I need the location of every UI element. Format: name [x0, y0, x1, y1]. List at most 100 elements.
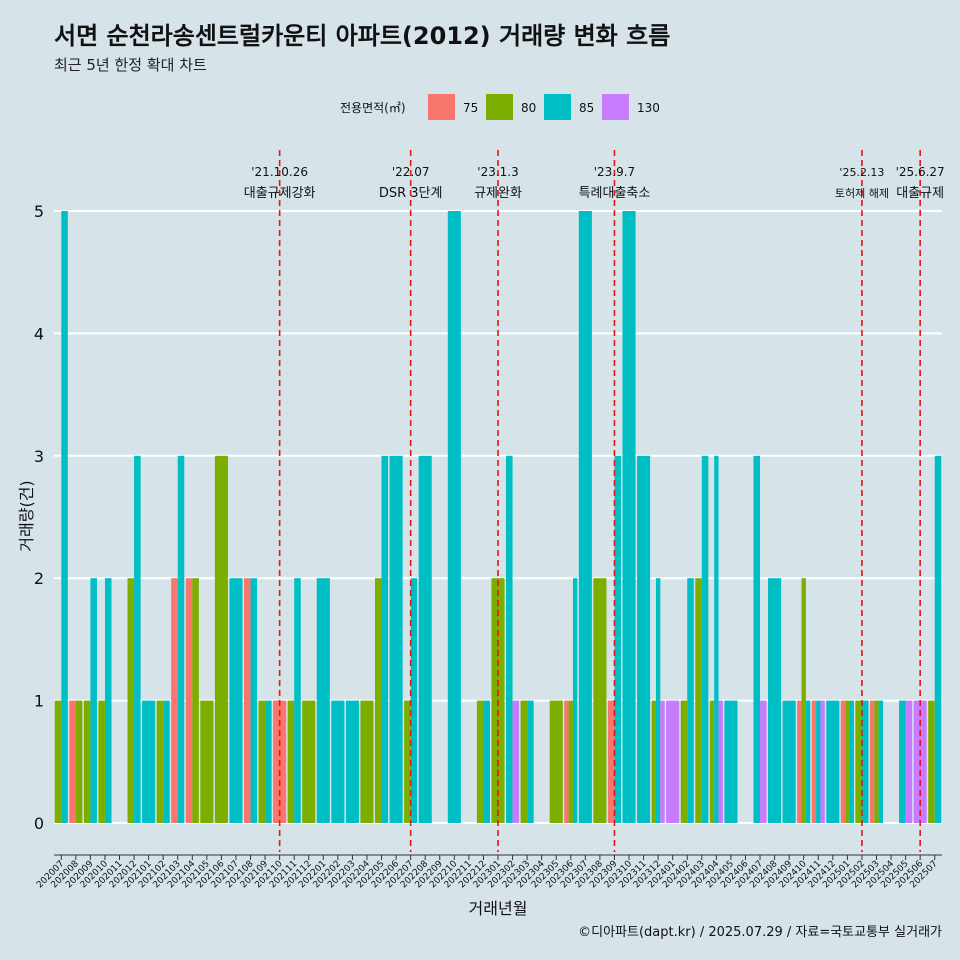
legend-swatch-80 — [486, 94, 513, 120]
legend-label-75: 75 — [463, 101, 478, 115]
bar-202106-80 — [214, 455, 228, 823]
bar-202411-85 — [816, 700, 821, 823]
bar-202502-85 — [861, 700, 869, 823]
y-tick-label: 4 — [34, 324, 44, 343]
bar-202501-85 — [849, 700, 854, 823]
event-date: '21.10.26 — [251, 165, 308, 179]
event-label: 토허제 해제 — [835, 186, 889, 200]
bar-202409-85 — [782, 700, 796, 823]
bar-202107-85 — [229, 578, 243, 823]
y-tick-label: 5 — [34, 202, 44, 221]
bar-202507-85 — [934, 455, 942, 823]
legend-title: 전용면적(㎡) — [340, 101, 406, 115]
bar-202503-75 — [869, 700, 875, 823]
bar-202008-80 — [75, 700, 83, 823]
bar-202201-85 — [316, 578, 330, 823]
bar-202103-75 — [171, 578, 178, 823]
y-axis: 0 1 2 3 4 5 — [34, 202, 44, 833]
bar-202408-85 — [768, 578, 782, 823]
legend-label-85: 85 — [579, 101, 594, 115]
event-label: 규제완화 — [474, 186, 522, 201]
bar-202207-80 — [404, 700, 411, 823]
event-date: '23.1.3 — [477, 165, 518, 179]
bar-202101-85 — [142, 700, 156, 823]
bar-202207-85 — [410, 578, 418, 823]
bar-202212-85 — [483, 700, 490, 823]
bar-202410-75 — [797, 700, 802, 823]
bar-202009-85 — [90, 578, 97, 823]
bar-202501-75 — [840, 700, 846, 823]
event-label: 대출규제 — [896, 186, 944, 201]
bar-202303-80 — [520, 700, 528, 823]
bar-202205-80 — [374, 578, 382, 823]
bar-202403-80 — [695, 578, 702, 823]
event-date: '25.2.13 — [839, 166, 884, 179]
bar-202111-85 — [294, 578, 301, 823]
bar-202204-80 — [360, 700, 374, 823]
bar-202309-85 — [614, 455, 622, 823]
bar-202205-85 — [381, 455, 389, 823]
bar-202306-75 — [564, 700, 569, 823]
y-tick-label: 2 — [34, 569, 44, 588]
legend-label-130: 130 — [637, 101, 660, 115]
bar-202306-80 — [568, 700, 573, 823]
bar-202008-75 — [69, 700, 76, 823]
bar-202505-85 — [899, 700, 906, 823]
bar-202503-85 — [878, 700, 884, 823]
bar-202402-85 — [687, 578, 694, 823]
bar-202404-85 — [714, 455, 719, 823]
y-axis-label: 거래량(건) — [17, 480, 36, 551]
event-date: '25.6.27 — [896, 165, 945, 179]
bar-202109-85 — [265, 700, 272, 823]
bar-202307-85 — [578, 211, 592, 823]
legend-swatch-85 — [544, 94, 571, 120]
bar-202401-130 — [666, 700, 680, 823]
bar-202311-85 — [637, 455, 651, 823]
bar-202309-75 — [607, 700, 615, 823]
bar-202312-85 — [655, 578, 661, 823]
bars — [54, 211, 942, 823]
bar-202303-85 — [527, 700, 534, 823]
event-label: DSR 3단계 — [379, 186, 443, 201]
caption: ©디아파트(dapt.kr) / 2025.07.29 / 자료=국토교통부 실… — [578, 925, 942, 940]
bar-202411-75 — [811, 700, 817, 823]
bar-202104-75 — [185, 578, 193, 823]
event-date: '22.07 — [392, 165, 430, 179]
bar-202503-80 — [874, 700, 879, 823]
bar-202007-80 — [54, 700, 62, 823]
bar-202202-85 — [331, 700, 345, 823]
bar-202212-80 — [476, 700, 484, 823]
chart-subtitle: 최근 5년 한정 확대 차트 — [54, 56, 207, 74]
event-markers: '21.10.26 대출규제강화 '22.07 DSR 3단계 '23.1.3 규제완화 '… — [244, 150, 945, 852]
bar-202206-85 — [389, 455, 403, 823]
bar-202203-85 — [345, 700, 359, 823]
bar-202302-130 — [512, 700, 520, 823]
bar-202105-80 — [200, 700, 214, 823]
bar-202103-85 — [177, 455, 185, 823]
bar-202009-80 — [83, 700, 91, 823]
bar-202312-80 — [651, 700, 656, 823]
bar-202102-80 — [156, 700, 164, 823]
y-tick-label: 3 — [34, 447, 44, 466]
bar-202112-80 — [302, 700, 316, 823]
bar-202108-85 — [250, 578, 258, 823]
event-label: 특례대출축소 — [579, 186, 651, 201]
bar-202507-80 — [928, 700, 935, 823]
bar-202108-75 — [243, 578, 251, 823]
bar-202012-80 — [127, 578, 135, 823]
bar-202411-130 — [820, 700, 825, 823]
event-label: 대출규제강화 — [244, 186, 316, 201]
bar-202501-80 — [845, 700, 850, 823]
chart-title: 서면 순천라송센트럴카운티 아파트(2012) 거래량 변화 흐름 — [54, 22, 670, 50]
bar-202305-80 — [549, 700, 563, 823]
bar-202405-85 — [724, 700, 738, 823]
bar-202302-85 — [506, 455, 513, 823]
y-tick-label: 1 — [34, 692, 44, 711]
bar-202312-130 — [660, 700, 665, 823]
bar-202407-130 — [760, 700, 767, 823]
bar-202012-85 — [134, 455, 141, 823]
bar-202208-85 — [418, 455, 432, 823]
y-tick-label: 0 — [34, 814, 44, 833]
bar-202306-85 — [572, 578, 578, 823]
